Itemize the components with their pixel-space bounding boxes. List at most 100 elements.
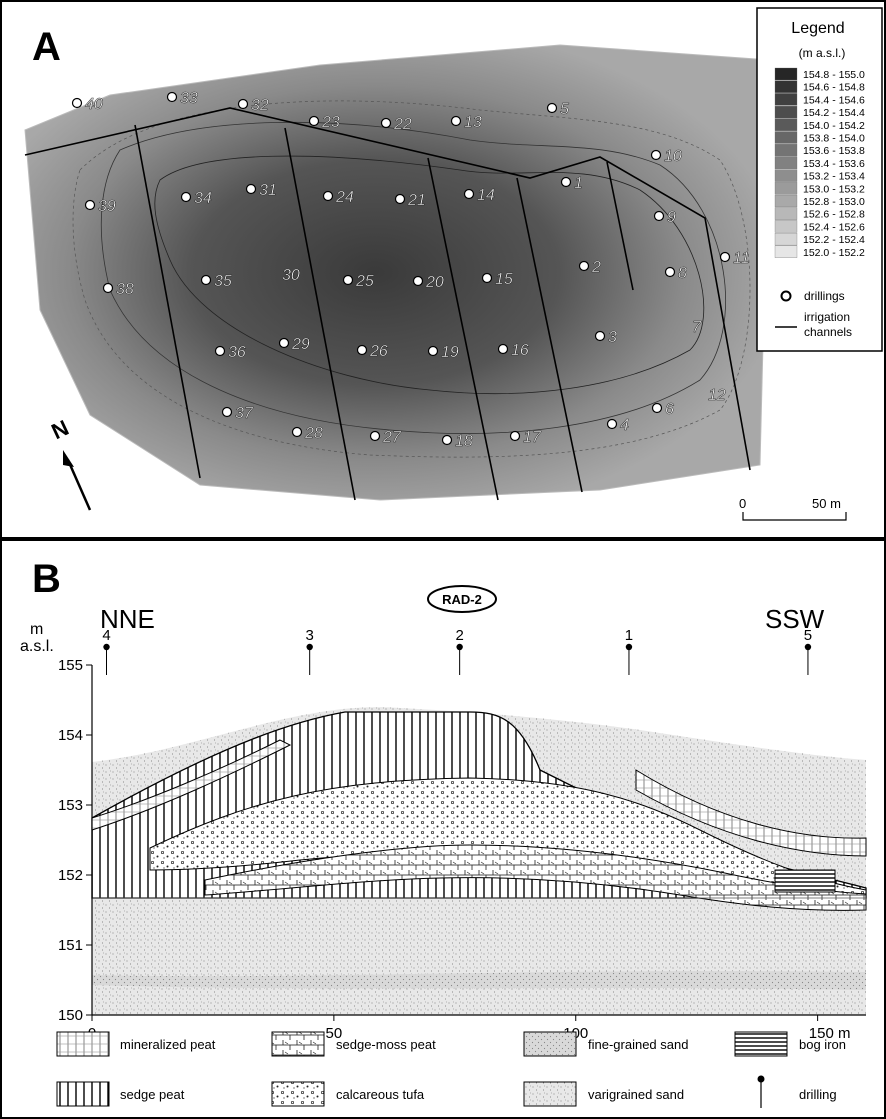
drilling-label: 15 [495,271,513,288]
drilling-marker [221,406,233,418]
drilling-label: 37 [235,405,254,422]
drilling-marker [578,260,590,272]
profile-drilling-label: 3 [306,627,314,644]
drilling-marker [356,344,368,356]
drilling-label: 34 [194,190,212,207]
drilling-label: 16 [511,342,529,359]
scale-bar: 0 50 m [739,496,847,521]
legend-class-label: 154.4 - 154.6 [803,94,865,106]
legend-fine-grained-sand: fine-grained sand [588,1037,688,1052]
drilling-marker [214,345,226,357]
y-ticks: 150 151 152 153 154 155 [58,657,92,1024]
legend-class-label: 153.0 - 153.2 [803,183,865,195]
drilling-label: 17 [523,429,542,446]
drilling-label: 32 [251,97,269,114]
drilling-label: 13 [464,114,482,131]
drilling-label: 5 [560,101,569,118]
scale-start: 0 [739,496,746,511]
drilling-marker [180,191,192,203]
legend-class-label: 152.8 - 153.0 [803,196,865,208]
drilling-label: 19 [441,344,459,361]
drilling-label: 11 [733,250,750,267]
drilling-label: 40 [85,96,103,113]
drilling-marker [463,188,475,200]
legend-class-label: 153.4 - 153.6 [803,158,865,170]
drilling-label: 36 [228,344,246,361]
cross-section [91,707,867,1015]
irrigation-channels [24,107,751,501]
drilling-marker [278,337,290,349]
drilling-marker [719,251,731,263]
layer-fine-sand [92,971,866,990]
layer-mineralized-peat-left [91,739,292,831]
legend-class-label: 154.8 - 155.0 [803,69,865,81]
drilling-marker [166,91,178,103]
panel-a-label: A [32,25,61,69]
swatch-calcareous-tufa [271,1081,325,1107]
drilling-marker [594,330,606,342]
x-tick-label: 150 m [809,1025,851,1042]
contour-middle [100,121,726,434]
drilling-marker [200,274,212,286]
drilling-marker [653,210,665,222]
profile-drilling-label: 2 [455,627,463,644]
contour-inner [154,155,705,395]
drilling-marker [342,274,354,286]
x-tick-label: 50 [326,1025,343,1042]
y-tick-label: 154 [58,727,83,744]
nne-label: NNE [100,604,155,634]
legend-swatch [774,131,798,144]
y-tick-label: 153 [58,797,83,814]
legend-class-label: 152.2 - 152.4 [803,234,865,246]
legend-swatch [774,144,798,157]
legend-class-label: 152.4 - 152.6 [803,221,865,233]
drilling-marker [664,266,676,278]
layer-sedge-moss-peat [204,844,867,911]
legend-unit: (m a.s.l.) [799,46,846,60]
legend-class-label: 153.2 - 153.4 [803,171,865,183]
legend-swatch [774,245,798,258]
legend-sedge-peat: sedge peat [120,1087,185,1102]
y-tick-label: 150 [58,1007,83,1024]
legend-class-label: 153.6 - 153.8 [803,145,865,157]
drilling-label: 38 [116,281,134,298]
drilling-marker [546,102,558,114]
drilling-label: 7 [692,319,702,336]
drilling-marker [509,430,521,442]
profile-drilling-marker [306,643,313,651]
drilling-marker [380,117,392,129]
drilling-marker [497,343,509,355]
drilling-label: 14 [477,187,495,204]
swatch-mineralized-peat [56,1031,110,1057]
core-label: RAD-2 [442,592,482,607]
channels-label-2: channels [804,325,852,339]
drillings-label: drillings [804,289,845,303]
drilling-label: 1 [574,175,583,192]
drilling-marker [245,183,257,195]
legend-swatch [774,220,798,233]
drilling-marker [369,430,381,442]
legend-calcareous-tufa: calcareous tufa [336,1087,425,1102]
drilling-marker [394,193,406,205]
layer-bog-iron [774,869,836,893]
north-arrow-shaft [66,459,92,511]
legend-swatch [774,194,798,208]
legend-swatch [774,118,798,131]
legend-swatch [774,156,798,170]
drilling-label: 28 [304,425,323,442]
y-tick-label: 152 [58,867,83,884]
drilling-label: 22 [393,116,412,133]
drilling-label: 27 [382,429,402,446]
channels-label-1: irrigation [804,310,850,324]
legend-sedge-moss-peat: sedge-moss peat [336,1037,436,1052]
drilling-marker [441,434,453,446]
drilling-marker [481,272,493,284]
panel-b-label: B [32,557,61,601]
ssw-label: SSW [765,604,825,634]
legend-class-label: 154.2 - 154.4 [803,107,865,119]
drilling-marker [650,149,662,161]
legend-mineralized-peat: mineralized peat [120,1037,216,1052]
drilling-label: 12 [708,387,726,404]
